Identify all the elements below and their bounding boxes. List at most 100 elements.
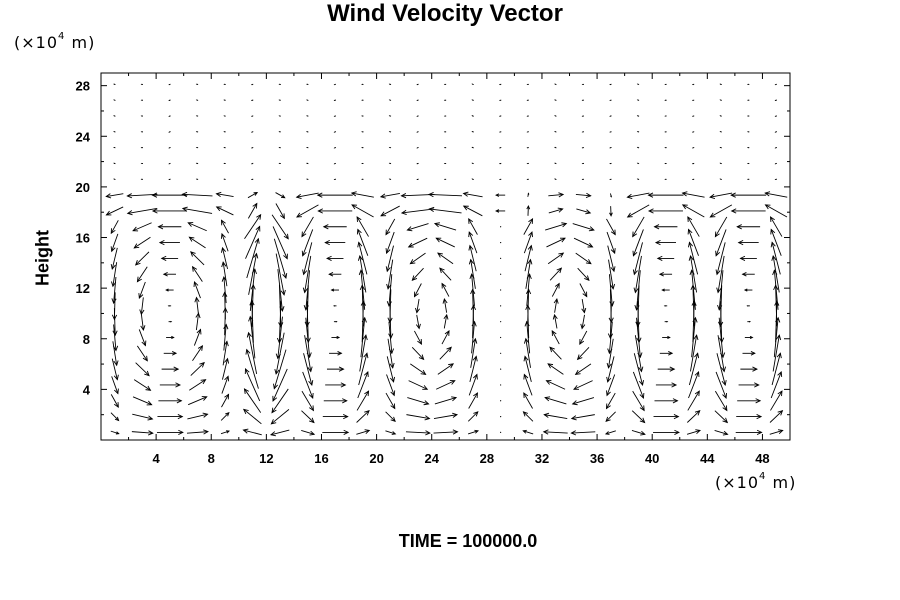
wind-vector-head [528, 218, 534, 224]
wind-vector-shaft [709, 192, 733, 198]
wind-vector-head [626, 193, 633, 199]
wind-vector-shaft [275, 332, 285, 375]
wind-vector-shaft [463, 205, 483, 217]
wind-vector-shaft [296, 204, 319, 218]
wind-vector-shaft [546, 380, 566, 390]
wind-vector-shaft [271, 408, 290, 425]
y-tick-label: 4 [83, 382, 91, 397]
wind-vector [168, 131, 171, 133]
wind-vector [305, 301, 311, 344]
wind-vector-shaft [135, 362, 150, 376]
wind-vector-head [769, 216, 775, 222]
wind-vector-head [610, 266, 616, 273]
wind-vector-shaft [245, 368, 261, 402]
wind-vector [717, 270, 724, 311]
wind-vector-head [226, 430, 231, 434]
wind-vector-shaft [687, 410, 701, 423]
wind-vector-shaft [608, 274, 613, 306]
wind-vector-shaft [433, 414, 458, 419]
wind-vector-shaft [359, 255, 367, 293]
wind-vector-head [608, 317, 614, 324]
wind-vector-shaft [196, 297, 199, 315]
wind-vector-head [142, 355, 148, 362]
wind-vector [743, 288, 753, 292]
wind-vector-shaft [221, 394, 229, 408]
wind-vector [187, 412, 209, 420]
wind-vector [443, 313, 449, 329]
wind-vector [220, 246, 228, 270]
wind-vector-head [181, 191, 188, 198]
wind-vector-head [587, 242, 594, 248]
wind-vector [470, 337, 478, 368]
wind-vector-shaft [554, 314, 558, 329]
wind-vector-head [570, 430, 577, 436]
wind-vector [580, 314, 586, 330]
wind-vector-shaft [247, 192, 258, 199]
wind-vector-head [777, 390, 783, 397]
wind-vector [333, 178, 337, 181]
wind-vector-head [411, 275, 418, 282]
wind-vector-shaft [113, 292, 116, 320]
wind-vector [633, 353, 644, 387]
wind-vector-head [110, 246, 116, 253]
wind-vector-head [114, 416, 120, 422]
wind-vector [664, 320, 669, 323]
vector-dot [500, 431, 502, 434]
wind-vector-head [638, 380, 644, 387]
wind-vector-shaft [277, 269, 283, 311]
wind-vector [325, 382, 347, 388]
wind-vector-head [178, 429, 184, 435]
wind-vector [326, 255, 344, 261]
wind-vector-head [638, 366, 644, 373]
wind-vector [522, 429, 534, 435]
wind-vector-head [256, 213, 262, 220]
wind-vector-shaft [221, 376, 229, 394]
wind-vector-head [113, 360, 119, 367]
wind-vector [547, 252, 565, 265]
wind-vector [606, 231, 616, 255]
wind-vector-shaft [436, 237, 455, 248]
wind-vector [411, 346, 425, 361]
x-tick-label: 40 [645, 451, 659, 466]
wind-vector [545, 380, 566, 390]
wind-vector-head [526, 205, 531, 210]
wind-vector-head [220, 246, 226, 253]
wind-vector-shaft [140, 313, 144, 331]
wind-vector [357, 254, 367, 293]
wind-vector-head [145, 385, 152, 391]
wind-vector-head [385, 248, 391, 255]
wind-vector-shaft [140, 297, 144, 315]
wind-vector-shaft [439, 346, 452, 360]
wind-vector-shaft [525, 338, 531, 368]
wind-vector-head [126, 210, 133, 216]
wind-vector-head [722, 430, 729, 436]
wind-vector [427, 192, 463, 198]
wind-vector-shaft [133, 236, 151, 249]
wind-vector [406, 223, 429, 232]
wind-vector-shaft [525, 259, 531, 289]
wind-vector-head [390, 403, 396, 410]
wind-vector-head [472, 355, 478, 362]
wind-vector [554, 178, 557, 180]
wind-vector-head [162, 271, 168, 277]
wind-vector-head [385, 266, 391, 273]
wind-vector-head [647, 208, 654, 214]
wind-vector-head [254, 237, 260, 244]
wind-vector-head [301, 231, 307, 238]
wind-vector-shaft [359, 335, 367, 372]
wind-vector-head [741, 271, 747, 277]
wind-vector [495, 193, 506, 197]
wind-vector-head [570, 415, 577, 421]
wind-vector-shaft [545, 223, 567, 231]
wind-vector-head [444, 330, 450, 336]
wind-vector-shaft [608, 259, 614, 289]
wind-vector-shaft [110, 430, 119, 435]
wind-vector-head [656, 255, 663, 261]
wind-vector [571, 397, 595, 406]
wind-vector-head [322, 224, 329, 230]
wind-vector [546, 237, 566, 248]
vector-dot [500, 352, 502, 354]
wind-vector-shaft [192, 345, 203, 361]
wind-vector-head [474, 429, 479, 434]
wind-vector [110, 233, 119, 253]
